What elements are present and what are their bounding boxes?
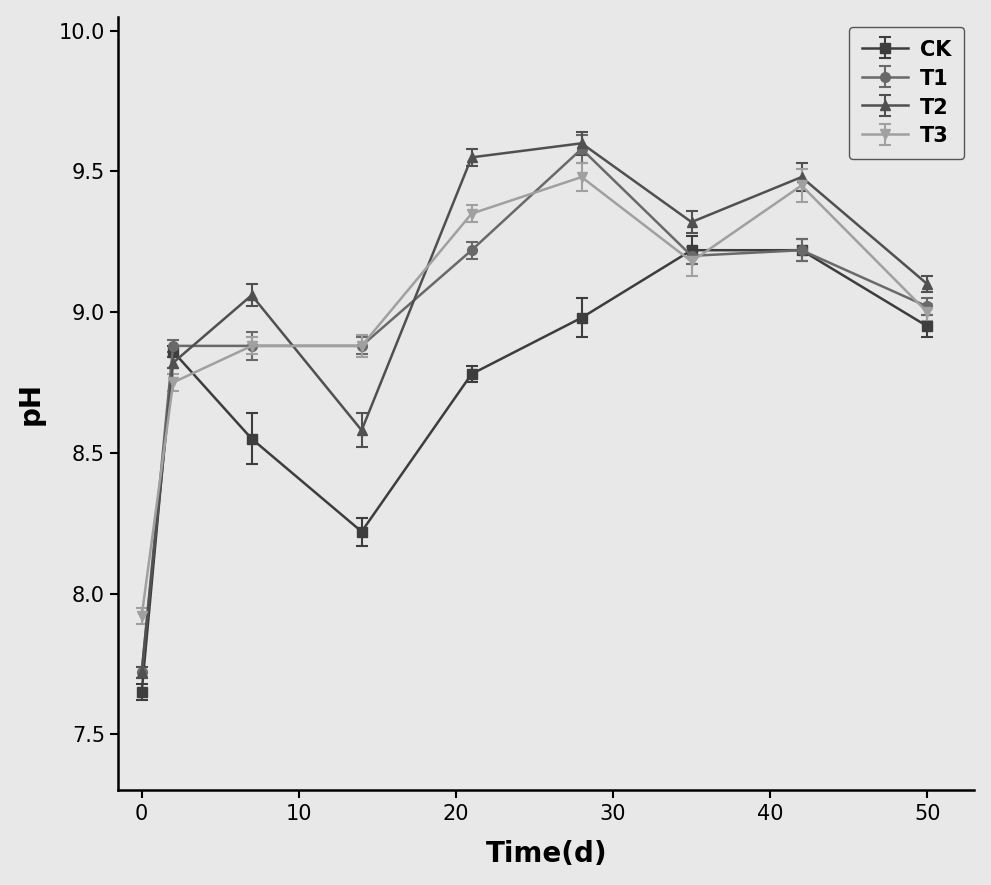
Legend: CK, T1, T2, T3: CK, T1, T2, T3 (849, 27, 964, 159)
X-axis label: Time(d): Time(d) (486, 841, 607, 868)
Y-axis label: pH: pH (17, 382, 45, 425)
